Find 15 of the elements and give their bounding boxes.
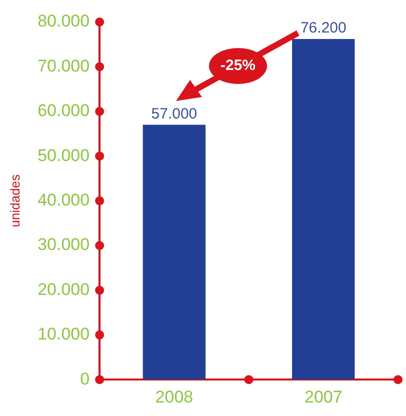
y-tick-label: 80.000 [38,12,90,31]
y-tick-label: 50.000 [38,146,90,165]
x-tick-label: 2008 [155,387,194,406]
y-tick-label: 20.000 [38,280,90,299]
y-tick-label: 30.000 [38,235,90,254]
y-tick-label: 70.000 [38,56,90,76]
data-label: 76.200 [300,20,346,37]
annotation: -25% [219,56,257,76]
y-tick-label: 60.000 [38,101,90,120]
y-tick-label: 10.000 [38,324,90,344]
data-label: 57.000 [151,105,198,122]
x-tick-label: 2007 [304,387,342,406]
y-axis-title: unidades [7,174,22,228]
y-tick-label: 0 [80,369,90,388]
y-tick-label: 40.000 [38,190,90,210]
